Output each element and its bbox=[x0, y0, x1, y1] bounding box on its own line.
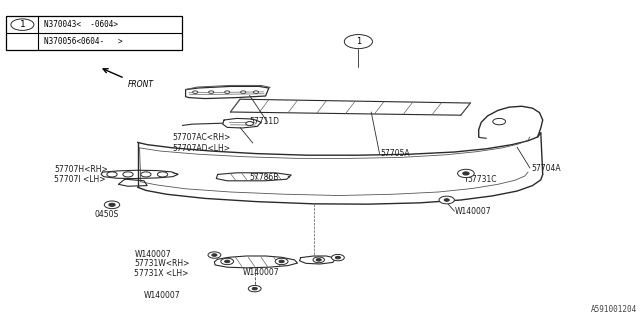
Circle shape bbox=[316, 259, 321, 261]
Circle shape bbox=[463, 172, 469, 175]
Circle shape bbox=[209, 91, 214, 93]
Text: 57705A: 57705A bbox=[381, 149, 410, 158]
Text: N370056<0604-   >: N370056<0604- > bbox=[44, 37, 122, 46]
Circle shape bbox=[253, 91, 259, 93]
Circle shape bbox=[225, 91, 230, 93]
Circle shape bbox=[344, 35, 372, 49]
Text: 1: 1 bbox=[356, 37, 361, 46]
Circle shape bbox=[11, 19, 34, 30]
Circle shape bbox=[275, 258, 288, 265]
Circle shape bbox=[279, 260, 284, 263]
Text: N370043<  -0604>: N370043< -0604> bbox=[44, 20, 118, 29]
Text: W140007: W140007 bbox=[454, 207, 491, 216]
Circle shape bbox=[493, 118, 506, 125]
Text: 57711D: 57711D bbox=[250, 117, 280, 126]
Circle shape bbox=[157, 172, 168, 177]
Circle shape bbox=[439, 196, 454, 204]
Circle shape bbox=[107, 172, 117, 177]
Text: 57704A: 57704A bbox=[531, 164, 561, 172]
Text: 57786B: 57786B bbox=[250, 173, 279, 182]
Circle shape bbox=[225, 260, 230, 263]
Text: 57707AC<RH>: 57707AC<RH> bbox=[173, 133, 231, 142]
Circle shape bbox=[221, 258, 234, 265]
Text: W140007: W140007 bbox=[144, 292, 180, 300]
Text: 57731W<RH>: 57731W<RH> bbox=[134, 260, 190, 268]
Text: A591001204: A591001204 bbox=[591, 305, 637, 314]
Circle shape bbox=[141, 172, 151, 177]
Text: 57707I <LH>: 57707I <LH> bbox=[54, 175, 106, 184]
Circle shape bbox=[193, 91, 198, 93]
Text: 1: 1 bbox=[20, 20, 25, 29]
Circle shape bbox=[246, 122, 253, 125]
Circle shape bbox=[241, 91, 246, 93]
Circle shape bbox=[332, 254, 344, 261]
Circle shape bbox=[313, 257, 324, 263]
Text: 57707H<RH>: 57707H<RH> bbox=[54, 165, 108, 174]
Bar bbox=[6, 16, 182, 50]
Text: 57707AD<LH>: 57707AD<LH> bbox=[173, 144, 231, 153]
Text: W140007: W140007 bbox=[243, 268, 280, 277]
Circle shape bbox=[458, 169, 474, 178]
Circle shape bbox=[248, 285, 261, 292]
Text: W140007: W140007 bbox=[134, 250, 171, 259]
Circle shape bbox=[104, 201, 120, 209]
Circle shape bbox=[123, 172, 133, 177]
Circle shape bbox=[252, 287, 257, 290]
Circle shape bbox=[335, 256, 340, 259]
Circle shape bbox=[444, 199, 449, 201]
Circle shape bbox=[212, 254, 217, 256]
Text: 0450S: 0450S bbox=[95, 210, 119, 219]
Text: 57731C: 57731C bbox=[467, 175, 497, 184]
Text: FRONT: FRONT bbox=[128, 80, 154, 89]
Text: 57731X <LH>: 57731X <LH> bbox=[134, 269, 189, 278]
Circle shape bbox=[109, 203, 115, 206]
Circle shape bbox=[208, 252, 221, 258]
